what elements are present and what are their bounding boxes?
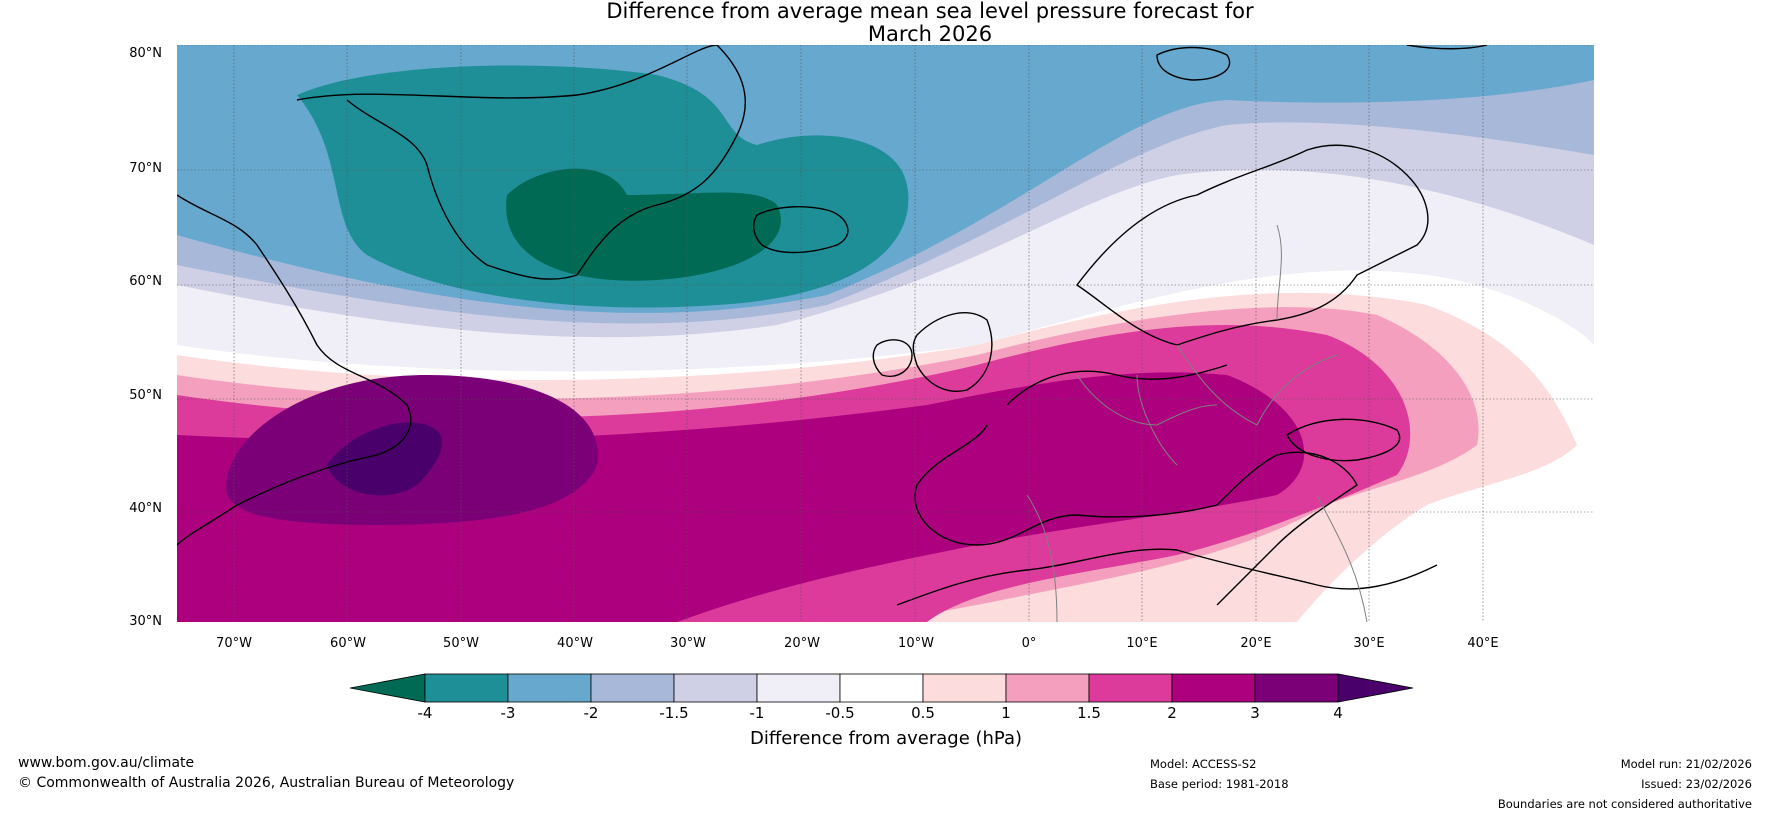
colorbar — [350, 673, 1414, 703]
lon-label-70w: 70°W — [216, 636, 252, 651]
colorbar-segment — [1005, 673, 1090, 703]
issued-text: Issued: 23/02/2026 — [1641, 777, 1752, 791]
colorbar-segment — [590, 673, 675, 703]
colorbar-tick-label: 2 — [1167, 704, 1177, 722]
colorbar-tick-label: -1.5 — [659, 704, 689, 722]
colorbar-tick-label: -3 — [500, 704, 516, 722]
country-borders — [1026, 224, 1368, 622]
lon-label-40e: 40°E — [1467, 636, 1499, 651]
lat-label-70n: 70°N — [129, 161, 162, 176]
colorbar-segment — [1088, 673, 1173, 703]
model-text: Model: ACCESS-S2 — [1150, 757, 1257, 771]
disclaimer-text: Boundaries are not considered authoritat… — [1497, 797, 1752, 811]
lat-label-60n: 60°N — [129, 274, 162, 289]
lon-label-10e: 10°E — [1126, 636, 1158, 651]
title-line-2: March 2026 — [867, 22, 993, 46]
band-above-4 — [327, 422, 443, 496]
coastlines — [177, 45, 1488, 606]
lat-label-50n: 50°N — [129, 388, 162, 403]
lat-label-80n: 80°N — [129, 46, 162, 61]
lon-label-50w: 50°W — [443, 636, 479, 651]
band-plus-3-eu — [1027, 412, 1216, 508]
colorbar-label: Difference from average (hPa) — [749, 728, 1023, 749]
colorbar-segment — [424, 673, 509, 703]
colorbar-segment — [1171, 673, 1256, 703]
colorbar-segment — [507, 673, 592, 703]
map-svg — [177, 45, 1594, 622]
graticule — [177, 45, 1594, 622]
lon-label-60w: 60°W — [330, 636, 366, 651]
colorbar-tick-label: -1 — [749, 704, 765, 722]
colorbar-segment — [922, 673, 1007, 703]
website-link[interactable]: www.bom.gov.au/climate — [18, 755, 195, 771]
colorbar-tick-label: 3 — [1250, 704, 1260, 722]
colorbar-segment — [673, 673, 758, 703]
lon-label-20w: 20°W — [784, 636, 820, 651]
colorbar-segment — [839, 673, 924, 703]
band-plus-3 — [177, 372, 1305, 622]
lat-label-30n: 30°N — [129, 614, 162, 629]
lon-label-10w: 10°W — [898, 636, 934, 651]
colorbar-tick-label: -0.5 — [825, 704, 855, 722]
lon-label-20e: 20°E — [1240, 636, 1272, 651]
colorbar-tick-label: 0.5 — [911, 704, 935, 722]
lon-label-0: 0° — [1021, 636, 1037, 651]
lon-label-30w: 30°W — [670, 636, 706, 651]
model-run-text: Model run: 21/02/2026 — [1620, 757, 1752, 771]
colorbar-segment — [1254, 673, 1339, 703]
title-line-1: Difference from average mean sea level p… — [606, 0, 1254, 23]
colorbar-tick-label: -2 — [583, 704, 599, 722]
colorbar-extend-above — [1337, 673, 1414, 703]
lon-label-40w: 40°W — [557, 636, 593, 651]
colorbar-extend-below — [350, 673, 426, 703]
pressure-anomaly-map — [177, 45, 1594, 622]
colorbar-tick-label: 1 — [1001, 704, 1011, 722]
base-period-text: Base period: 1981-2018 — [1150, 777, 1289, 791]
colorbar-segment — [756, 673, 841, 703]
lon-label-30e: 30°E — [1353, 636, 1385, 651]
copyright-text: © Commonwealth of Australia 2026, Austra… — [18, 775, 515, 791]
colorbar-tick-label: 4 — [1333, 704, 1343, 722]
chart-title: Difference from average mean sea level p… — [460, 0, 1400, 46]
lat-label-40n: 40°N — [129, 501, 162, 516]
colorbar-tick-label: -4 — [417, 704, 433, 722]
band-minus-4 — [506, 168, 781, 281]
colorbar-tick-label: 1.5 — [1077, 704, 1101, 722]
